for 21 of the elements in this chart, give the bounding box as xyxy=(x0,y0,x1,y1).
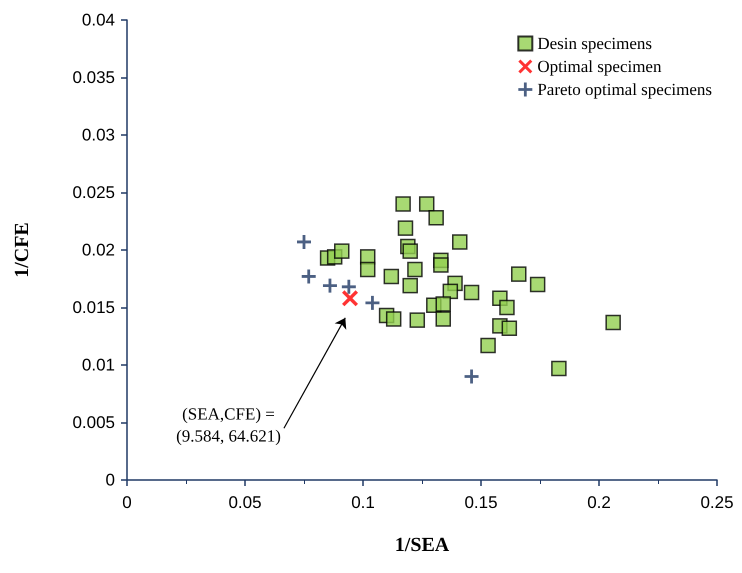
x-tick-label: 0.2 xyxy=(587,493,611,512)
legend-label: Optimal specimen xyxy=(537,57,662,76)
legend-label: Pareto optimal specimens xyxy=(537,80,712,99)
x-tick-label: 0.1 xyxy=(351,493,375,512)
y-tick-label: 0 xyxy=(106,470,115,490)
y-axis-title: 1/CFE xyxy=(11,222,33,278)
y-tick-label: 0.01 xyxy=(82,356,115,374)
y-tick-label: 0.005 xyxy=(72,413,115,432)
y-tick-label: 0.035 xyxy=(72,68,115,87)
y-tick-label: 0.04 xyxy=(82,10,115,30)
y-tick-label: 0.015 xyxy=(72,298,115,317)
y-tick-label: 0.025 xyxy=(72,183,115,202)
x-tick-label: 0.25 xyxy=(700,493,734,512)
annotation: (SEA,CFE) = (9.584, 64.621) xyxy=(176,404,281,446)
x-tick-label: 0 xyxy=(122,493,132,512)
legend-label: Desin specimens xyxy=(537,34,652,53)
x-tick-label: 0.05 xyxy=(228,493,262,512)
y-tick-label: 0.03 xyxy=(82,126,115,144)
x-tick-label: 0.15 xyxy=(464,493,498,512)
x-axis-title: 1/SEA xyxy=(394,534,450,556)
y-tick-label: 0.02 xyxy=(82,240,115,260)
